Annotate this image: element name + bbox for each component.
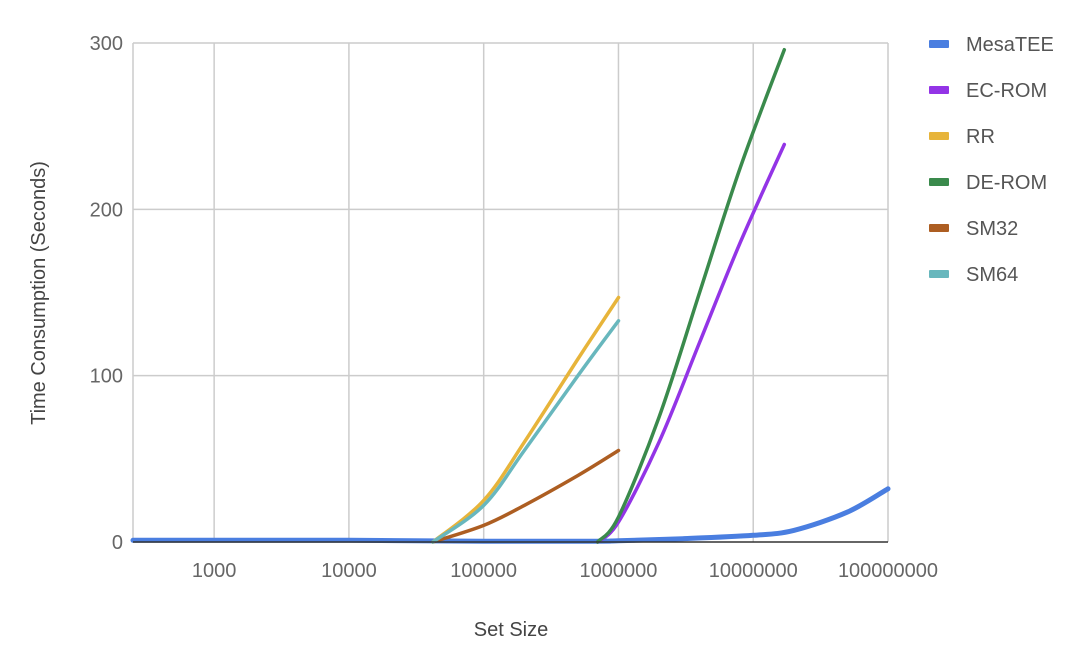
series-line-de-rom	[595, 47, 787, 544]
y-tick-label: 100	[90, 366, 123, 388]
legend-label-sm64: SM64	[966, 264, 1018, 286]
legend-label-rr: RR	[966, 126, 995, 148]
legend-label-ec-rom: EC-ROM	[966, 80, 1047, 102]
x-tick-label: 10000	[321, 560, 377, 582]
legend-swatch-rr	[929, 132, 949, 140]
legend-label-mesatee: MesaTEE	[966, 34, 1054, 56]
x-tick-label: 10000000	[709, 560, 798, 582]
legend-swatch-sm32	[929, 224, 949, 232]
series-lines	[130, 47, 891, 544]
series-line-ec-rom	[595, 142, 787, 544]
series-line-sm32	[431, 448, 621, 544]
y-axis-ticks: 0 100 200 300	[90, 33, 123, 554]
x-axis-ticks: 1000 10000 100000 1000000 10000000 100000000	[192, 560, 938, 582]
legend-swatch-mesatee	[929, 40, 949, 48]
legend: MesaTEE EC-ROM RR DE-ROM SM32 SM64	[929, 34, 1054, 286]
x-tick-label: 100000	[450, 560, 517, 582]
series-line-rr	[431, 295, 621, 544]
y-tick-label: 300	[90, 33, 123, 55]
legend-swatch-de-rom	[929, 178, 949, 186]
series-line-sm64	[431, 319, 621, 544]
x-tick-label: 1000	[192, 560, 237, 582]
y-axis-title: Time Consumption (Seconds)	[28, 161, 50, 425]
legend-label-sm32: SM32	[966, 218, 1018, 240]
legend-label-de-rom: DE-ROM	[966, 172, 1047, 194]
legend-swatch-sm64	[929, 270, 949, 278]
legend-swatch-ec-rom	[929, 86, 949, 94]
x-axis-title: Set Size	[474, 619, 548, 641]
x-tick-label: 1000000	[580, 560, 658, 582]
series-line-mesatee	[130, 486, 891, 544]
y-tick-label: 200	[90, 199, 123, 221]
x-tick-label: 100000000	[838, 560, 938, 582]
y-tick-label: 0	[112, 532, 123, 554]
gridlines	[132, 42, 889, 542]
